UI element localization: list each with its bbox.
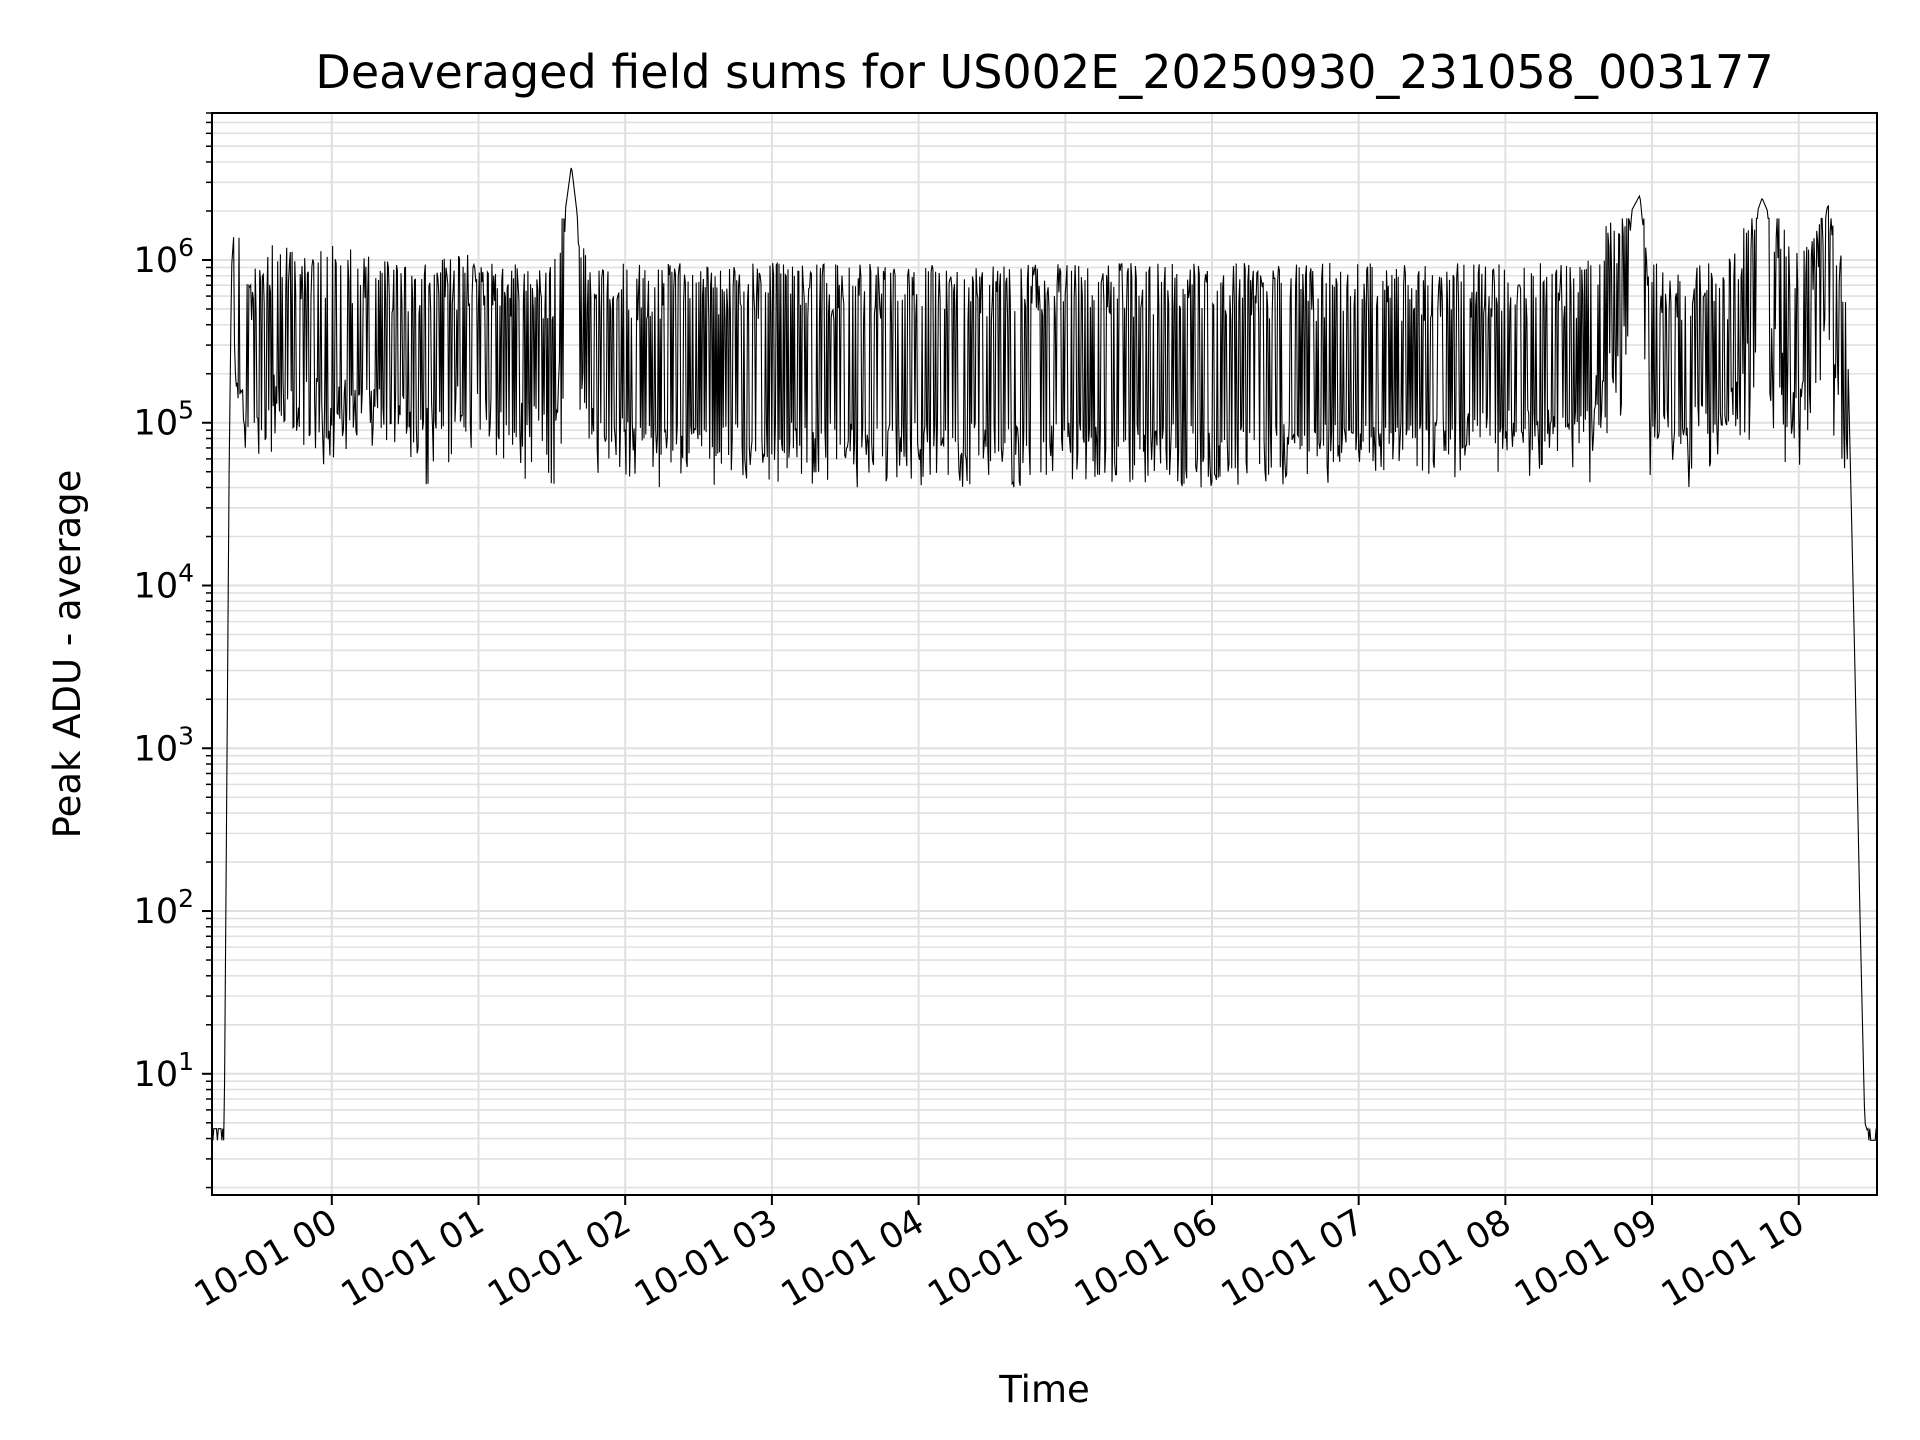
y-tick-base: 10 bbox=[134, 1055, 179, 1095]
y-tick-exponent: 1 bbox=[178, 1047, 194, 1076]
y-tick-exponent: 4 bbox=[178, 559, 194, 588]
y-tick-label: 102 bbox=[134, 884, 194, 932]
y-tick-label: 105 bbox=[134, 396, 194, 444]
series-line bbox=[212, 167, 1877, 1141]
axes-frame bbox=[211, 112, 1878, 1196]
y-tick-label: 103 bbox=[134, 721, 194, 769]
y-tick-base: 10 bbox=[134, 567, 179, 607]
y-tick-exponent: 2 bbox=[178, 884, 194, 913]
chart-title: Deaveraged field sums for US002E_2025093… bbox=[315, 45, 1773, 99]
y-tick-label: 101 bbox=[134, 1047, 194, 1095]
x-axis-label: Time bbox=[998, 1368, 1090, 1411]
plot-area bbox=[212, 167, 1877, 1141]
y-tick-base: 10 bbox=[134, 729, 179, 769]
y-tick-exponent: 6 bbox=[178, 233, 194, 262]
y-tick-label: 106 bbox=[134, 233, 194, 281]
y-tick-exponent: 3 bbox=[178, 721, 194, 750]
y-gridlines bbox=[212, 112, 1877, 1189]
y-tick-base: 10 bbox=[134, 404, 179, 444]
y-tick-base: 10 bbox=[134, 241, 179, 281]
y-tick-label: 104 bbox=[134, 559, 194, 607]
y-axis-label: Peak ADU - average bbox=[46, 470, 89, 839]
y-tick-exponent: 5 bbox=[178, 396, 194, 425]
y-tick-base: 10 bbox=[134, 892, 179, 932]
